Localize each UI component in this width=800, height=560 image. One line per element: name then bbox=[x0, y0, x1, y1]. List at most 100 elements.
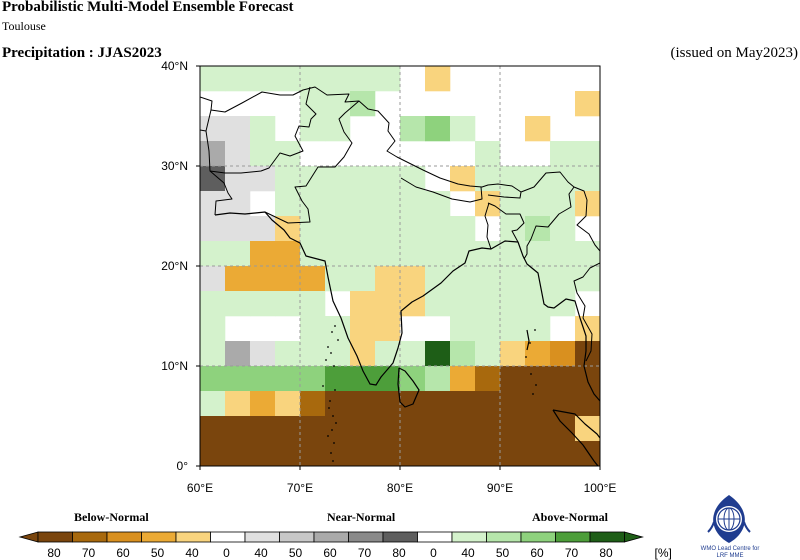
probability-cell bbox=[525, 316, 551, 342]
probability-cell bbox=[475, 166, 501, 192]
legend-swatch bbox=[279, 531, 315, 543]
coastline bbox=[552, 409, 599, 466]
probability-cell bbox=[275, 241, 301, 267]
probability-cell bbox=[250, 241, 276, 267]
probability-cell bbox=[250, 266, 276, 292]
island-dot bbox=[333, 442, 335, 444]
probability-cell bbox=[350, 391, 376, 417]
probability-cell bbox=[475, 366, 501, 392]
island-dot bbox=[534, 329, 536, 331]
probability-cell bbox=[525, 366, 551, 392]
probability-cell bbox=[225, 266, 251, 292]
probability-cell bbox=[500, 441, 526, 466]
probability-cell bbox=[475, 266, 501, 292]
probability-cell bbox=[425, 66, 451, 92]
lon-tick-label: 90°E bbox=[487, 481, 513, 495]
probability-cell bbox=[375, 66, 401, 92]
probability-cell bbox=[575, 391, 600, 417]
legend-tick-label: 70 bbox=[82, 546, 96, 560]
legend-tick-label: 40 bbox=[185, 546, 199, 560]
probability-cell bbox=[200, 341, 226, 367]
probability-cell bbox=[250, 116, 276, 142]
legend-tick-label: 80 bbox=[47, 546, 61, 560]
coastlines-borders bbox=[200, 86, 600, 466]
lat-tick-label: 0° bbox=[177, 459, 189, 473]
forecast-map: 60°E 70°E 80°E 90°E 100°E 0° 10°N 20°N 30°N 40°N bbox=[161, 59, 617, 495]
probability-cell bbox=[500, 316, 526, 342]
probability-cell bbox=[375, 291, 401, 317]
island-dot bbox=[334, 389, 336, 391]
lon-tick-label: 70°E bbox=[287, 481, 313, 495]
probability-cell bbox=[550, 241, 576, 267]
probability-cell bbox=[250, 141, 276, 167]
probability-cell bbox=[200, 291, 226, 317]
probability-cell bbox=[375, 216, 401, 242]
probability-cell bbox=[525, 216, 551, 242]
lat-tick-label: 20°N bbox=[161, 259, 188, 273]
probability-cell bbox=[425, 366, 451, 392]
probability-cell bbox=[425, 191, 451, 217]
probability-cell bbox=[225, 291, 251, 317]
probability-cell bbox=[425, 216, 451, 242]
probability-cell bbox=[425, 416, 451, 442]
probability-cell bbox=[300, 441, 326, 466]
lat-tick-label: 30°N bbox=[161, 159, 188, 173]
probability-cell bbox=[250, 291, 276, 317]
legend-swatch bbox=[72, 531, 108, 543]
legend-tick-label: 60 bbox=[323, 546, 337, 560]
probability-cell bbox=[425, 241, 451, 267]
probability-cell bbox=[550, 291, 576, 317]
country-border bbox=[400, 177, 483, 203]
probability-cell bbox=[200, 191, 226, 217]
probability-cell bbox=[225, 241, 251, 267]
legend-swatch bbox=[382, 531, 418, 543]
probability-cell bbox=[475, 441, 501, 466]
legend-tick-label: 50 bbox=[496, 546, 510, 560]
probability-cell bbox=[300, 91, 326, 117]
island-dot bbox=[332, 415, 334, 417]
probability-cell bbox=[425, 266, 451, 292]
probability-cell bbox=[425, 391, 451, 417]
probability-cell bbox=[500, 391, 526, 417]
island-dot bbox=[329, 400, 331, 402]
probability-cell bbox=[575, 441, 600, 466]
probability-cell bbox=[475, 141, 501, 167]
probability-cell bbox=[375, 191, 401, 217]
probability-cell bbox=[275, 391, 301, 417]
probability-cell bbox=[275, 291, 301, 317]
logo-caption: WMO Lead Centre for LRF MME bbox=[690, 546, 770, 560]
probability-cell bbox=[400, 266, 426, 292]
parameter-label: Precipitation : JJAS2023 bbox=[2, 45, 162, 61]
probability-cell bbox=[375, 166, 401, 192]
probability-cell bbox=[350, 191, 376, 217]
country-border bbox=[484, 202, 492, 250]
probability-cell bbox=[300, 291, 326, 317]
probability-cell bbox=[475, 391, 501, 417]
island-dot bbox=[332, 460, 334, 462]
island-dot bbox=[530, 373, 532, 375]
probability-cell bbox=[550, 416, 576, 442]
probability-cell bbox=[500, 416, 526, 442]
country-border bbox=[200, 96, 213, 111]
probability-cell bbox=[450, 316, 476, 342]
country-border bbox=[573, 262, 600, 362]
legend-tick-label: 60 bbox=[116, 546, 130, 560]
probability-cell bbox=[525, 341, 551, 367]
probability-cell bbox=[525, 191, 551, 217]
probability-cell bbox=[250, 341, 276, 367]
probability-cell bbox=[425, 341, 451, 367]
probability-cell bbox=[400, 116, 426, 142]
legend-tick-label: 70 bbox=[565, 546, 579, 560]
legend-swatch bbox=[210, 531, 246, 543]
coastline bbox=[214, 211, 600, 402]
probability-cell bbox=[550, 191, 576, 217]
island-dot bbox=[335, 422, 337, 424]
probability-cell bbox=[200, 166, 226, 192]
island-dot bbox=[327, 346, 329, 348]
probability-cell bbox=[550, 391, 576, 417]
probability-cell bbox=[300, 266, 326, 292]
probability-cell bbox=[325, 366, 351, 392]
probability-cell bbox=[550, 341, 576, 367]
lon-tick-label: 100°E bbox=[584, 481, 617, 495]
probability-cell bbox=[525, 391, 551, 417]
